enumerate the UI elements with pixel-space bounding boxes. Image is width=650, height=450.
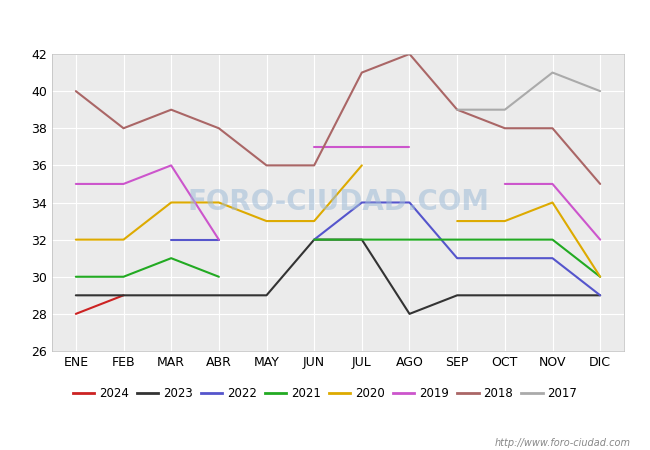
Text: FORO-CIUDAD.COM: FORO-CIUDAD.COM	[187, 189, 489, 216]
Text: Afiliados en Navianos de Valverde a 31/5/2024: Afiliados en Navianos de Valverde a 31/5…	[131, 11, 519, 29]
Legend: 2024, 2023, 2022, 2021, 2020, 2019, 2018, 2017: 2024, 2023, 2022, 2021, 2020, 2019, 2018…	[68, 382, 582, 405]
Text: http://www.foro-ciudad.com: http://www.foro-ciudad.com	[495, 438, 630, 448]
